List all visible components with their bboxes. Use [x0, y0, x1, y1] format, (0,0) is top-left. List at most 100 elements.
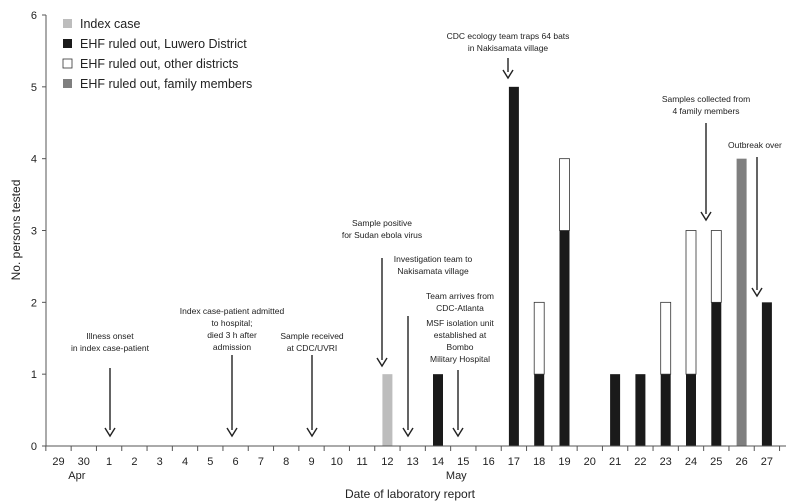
annotation-line: Military Hospital — [430, 354, 490, 364]
x-tick-label: 1 — [106, 456, 112, 468]
annotation-sample-received: Sample received at CDC/UVRI — [280, 331, 344, 353]
legend-swatch — [63, 79, 72, 88]
x-tick-label: 5 — [207, 456, 213, 468]
annotation-arrow-head — [226, 427, 238, 438]
x-tick-label: 24 — [685, 456, 697, 468]
x-tick-label: 26 — [735, 456, 747, 468]
annotation-line: established at — [434, 330, 487, 340]
bar-segment — [610, 374, 621, 446]
annotation-sample-positive: Sample positive for Sudan ebola virus — [342, 218, 422, 240]
x-tick-label: 17 — [508, 456, 520, 468]
bar-segment — [711, 302, 722, 446]
annotation-line: for Sudan ebola virus — [342, 230, 422, 240]
annotation-line: CDC-Atlanta — [436, 303, 484, 313]
annotation-line: in Nakisamata village — [468, 43, 549, 53]
x-tick-label: 29 — [52, 456, 64, 468]
annotation-line: Illness onset — [86, 331, 134, 341]
y-tick-label: 1 — [31, 369, 37, 381]
x-tick-label: 12 — [381, 456, 393, 468]
x-tick-label: 4 — [182, 456, 188, 468]
bar-segment — [433, 374, 443, 446]
y-tick-label: 5 — [31, 82, 37, 94]
legend-label: EHF ruled out, family members — [80, 77, 252, 91]
x-tick-label: 25 — [710, 456, 722, 468]
annotation-line: in index case-patient — [71, 343, 150, 353]
annotation-line: Samples collected from — [662, 94, 750, 104]
y-tick-label: 3 — [31, 226, 37, 238]
bar-segment — [382, 374, 393, 446]
legend-label: EHF ruled out, Luwero District — [80, 37, 247, 51]
annotation-line: at CDC/UVRI — [287, 343, 338, 353]
y-tick-label: 2 — [31, 297, 37, 309]
bar-segment — [736, 158, 747, 446]
annotation-line: Index case-patient admitted — [180, 306, 285, 316]
bar-segment — [685, 230, 697, 375]
x-tick-label: 21 — [609, 456, 621, 468]
y-axis-title: No. persons tested — [9, 180, 23, 281]
month-label: May — [446, 470, 467, 482]
annotation-family-samples: Samples collected from 4 family members — [662, 94, 750, 116]
x-tick-label: 16 — [482, 456, 494, 468]
annotation-illness-onset: Illness onset in index case-patient — [71, 331, 150, 353]
x-tick-label: 22 — [634, 456, 646, 468]
annotation-arrow-head — [402, 427, 414, 438]
legend-swatch — [63, 39, 72, 48]
bars — [382, 86, 772, 446]
annotation-msf-unit: MSF isolation unit established at Bombo Mil… — [426, 318, 494, 364]
bar-segment — [559, 230, 570, 446]
annotation-line: MSF isolation unit — [426, 318, 494, 328]
annotation-arrow-head — [502, 69, 514, 80]
x-tick-label: 3 — [157, 456, 163, 468]
bar-segment — [533, 301, 545, 375]
annotation-line: Sample positive — [352, 218, 412, 228]
x-tick-label: 15 — [457, 456, 469, 468]
bar-segment — [761, 302, 772, 446]
bar-segment — [660, 374, 671, 446]
annotation-arrow-head — [751, 287, 763, 298]
x-tick-label: 18 — [533, 456, 545, 468]
x-tick-label: 27 — [761, 456, 773, 468]
bar-segment — [534, 374, 545, 446]
y-tick-label: 4 — [31, 154, 37, 166]
annotations: Illness onset in index case-patient Index … — [71, 31, 782, 438]
month-label: Apr — [68, 470, 85, 482]
annotation-arrow-head — [376, 357, 388, 368]
annotation-arrow-head — [104, 427, 116, 438]
annotation-line: to hospital; — [211, 318, 252, 328]
annotation-line: Investigation team to — [394, 254, 473, 264]
x-tick-label: 19 — [558, 456, 570, 468]
bar-segment — [660, 301, 672, 375]
x-tick-label: 6 — [233, 456, 239, 468]
x-tick-label: 7 — [258, 456, 264, 468]
x-tick-label: 11 — [356, 456, 367, 468]
x-axis-title: Date of laboratory report — [345, 487, 476, 501]
annotation-line: Bombo — [447, 342, 474, 352]
annotation-line: CDC ecology team traps 64 bats — [447, 31, 570, 41]
annotation-bats-trapped: CDC ecology team traps 64 bats in Nakisam… — [447, 31, 570, 53]
annotation-line: Outbreak over — [728, 140, 782, 150]
annotation-line: 4 family members — [672, 106, 739, 116]
annotation-team-arrives: Team arrives from CDC-Atlanta — [426, 291, 494, 313]
bar-segment — [508, 86, 519, 446]
bar-segment — [686, 374, 696, 446]
x-tick-label: 13 — [407, 456, 419, 468]
annotation-arrow-head — [452, 427, 464, 438]
x-tick-label: 20 — [584, 456, 596, 468]
legend-label: Index case — [80, 17, 141, 31]
x-tick-label: 9 — [308, 456, 314, 468]
y-tick-label: 0 — [31, 441, 37, 453]
annotation-outbreak-over: Outbreak over — [728, 140, 782, 150]
annotation-line: died 3 h after — [207, 330, 257, 340]
bar-segment — [559, 158, 570, 231]
x-tick-label: 10 — [331, 456, 343, 468]
x-tick-label: 23 — [660, 456, 672, 468]
annotation-line: admission — [213, 342, 252, 352]
legend-swatch — [62, 58, 73, 69]
annotation-arrow-head — [306, 427, 318, 438]
legend-label: EHF ruled out, other districts — [80, 57, 238, 71]
legend-swatch — [63, 19, 72, 28]
annotation-line: Nakisamata village — [397, 266, 469, 276]
x-tick-label: 2 — [131, 456, 137, 468]
